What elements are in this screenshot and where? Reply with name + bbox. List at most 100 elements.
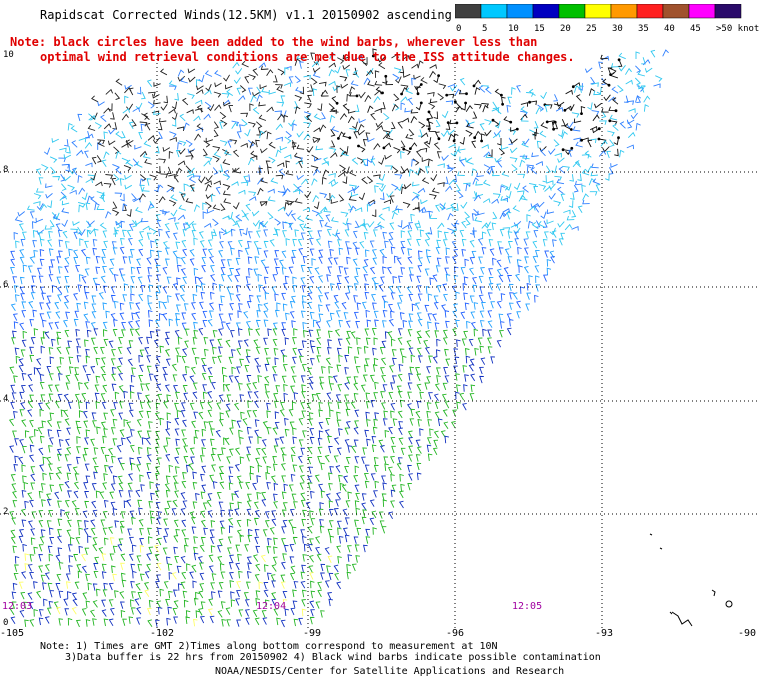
wind-barb bbox=[17, 211, 25, 217]
wind-barb bbox=[373, 490, 378, 498]
wind-barb bbox=[323, 157, 329, 165]
wind-barb bbox=[378, 284, 384, 292]
wind-barb bbox=[644, 67, 653, 73]
wind-barb bbox=[19, 409, 25, 417]
wind-barb bbox=[118, 482, 124, 490]
wind-barb bbox=[369, 374, 375, 383]
wind-barb bbox=[209, 615, 215, 624]
wind-barb bbox=[462, 365, 467, 373]
wind-barb bbox=[148, 91, 156, 97]
wind-barb bbox=[626, 119, 635, 125]
wind-barb bbox=[320, 563, 326, 572]
wind-barb bbox=[285, 238, 290, 246]
wind-barb bbox=[312, 136, 321, 143]
wind-barb bbox=[64, 329, 70, 338]
wind-barb bbox=[528, 205, 536, 212]
wind-barb bbox=[62, 230, 68, 239]
wind-barb bbox=[537, 201, 545, 208]
wind-barb bbox=[292, 436, 297, 445]
wind-barb bbox=[567, 104, 575, 112]
wind-barb bbox=[94, 202, 100, 211]
wind-barb bbox=[526, 92, 534, 97]
wind-barb bbox=[172, 250, 178, 258]
island-outline bbox=[659, 547, 663, 550]
wind-barb bbox=[218, 501, 224, 509]
wind-barb bbox=[548, 148, 556, 155]
wind-barb bbox=[244, 609, 250, 617]
wind-barb bbox=[196, 104, 204, 113]
wind-barb bbox=[501, 170, 510, 177]
wind-barb bbox=[480, 267, 485, 275]
wind-barb bbox=[308, 376, 314, 385]
wind-barb bbox=[284, 201, 290, 210]
wind-barb bbox=[67, 617, 73, 626]
wind-barb bbox=[56, 337, 62, 345]
wind-barb bbox=[86, 329, 92, 338]
wind-barb bbox=[131, 312, 136, 321]
wind-barb bbox=[452, 409, 457, 417]
wind-barb bbox=[165, 475, 171, 483]
wind-barb bbox=[351, 157, 359, 165]
wind-barb bbox=[131, 193, 137, 201]
wind-barb bbox=[19, 439, 24, 447]
wind-barb bbox=[85, 619, 91, 627]
wind-barb bbox=[313, 113, 321, 121]
wind-barb bbox=[173, 616, 178, 624]
contamination-dot bbox=[419, 83, 423, 86]
wind-barb bbox=[128, 553, 134, 561]
wind-barb bbox=[268, 89, 276, 95]
wind-barb bbox=[555, 106, 564, 112]
wind-barb bbox=[342, 103, 349, 111]
wind-barb bbox=[436, 151, 442, 159]
wind-barb bbox=[537, 104, 545, 112]
wind-barb bbox=[33, 367, 39, 375]
wind-barb bbox=[297, 238, 303, 247]
wind-barb bbox=[217, 338, 223, 347]
wind-barb bbox=[49, 220, 55, 228]
wind-barb bbox=[526, 292, 531, 300]
wind-barb bbox=[470, 321, 476, 330]
wind-barb bbox=[347, 222, 352, 231]
wind-barb bbox=[224, 437, 230, 446]
wind-barb bbox=[105, 310, 110, 319]
wind-barb bbox=[87, 535, 92, 543]
wind-barb bbox=[292, 123, 297, 131]
wind-barb bbox=[266, 410, 271, 418]
wind-barb bbox=[9, 607, 15, 615]
wind-barb bbox=[281, 538, 286, 546]
wind-barb bbox=[155, 484, 161, 492]
wind-barb bbox=[436, 349, 441, 357]
wind-barb bbox=[564, 123, 572, 130]
wind-barb bbox=[48, 248, 54, 256]
wind-barb bbox=[398, 364, 404, 372]
wind-barb bbox=[110, 112, 115, 120]
wind-barb bbox=[241, 60, 249, 68]
wind-barb bbox=[398, 427, 403, 436]
wind-barb bbox=[207, 401, 213, 409]
wind-barb bbox=[272, 328, 278, 336]
wind-barb bbox=[122, 618, 127, 626]
wind-barb bbox=[234, 508, 239, 516]
wind-barb bbox=[67, 519, 72, 528]
wind-barb bbox=[546, 180, 554, 185]
wind-barb bbox=[158, 117, 167, 123]
wind-barb bbox=[365, 249, 370, 258]
wind-barb bbox=[147, 527, 152, 536]
wind-barb bbox=[12, 330, 17, 339]
wind-barb bbox=[102, 384, 108, 393]
wind-barb bbox=[433, 430, 439, 439]
wind-barb bbox=[117, 457, 123, 465]
wind-barb bbox=[127, 482, 133, 490]
wind-barb bbox=[444, 267, 449, 275]
wind-barb bbox=[365, 536, 371, 544]
wind-barb bbox=[84, 547, 90, 556]
colorbar-label: 40 bbox=[664, 24, 675, 34]
wind-barb bbox=[382, 499, 388, 507]
wind-barb bbox=[119, 520, 125, 529]
wind-barb bbox=[274, 250, 280, 258]
wind-barb bbox=[180, 581, 186, 590]
wind-barb bbox=[507, 96, 513, 104]
wind-barb bbox=[30, 537, 36, 546]
wind-barb bbox=[255, 545, 261, 554]
wind-barb bbox=[429, 64, 437, 69]
